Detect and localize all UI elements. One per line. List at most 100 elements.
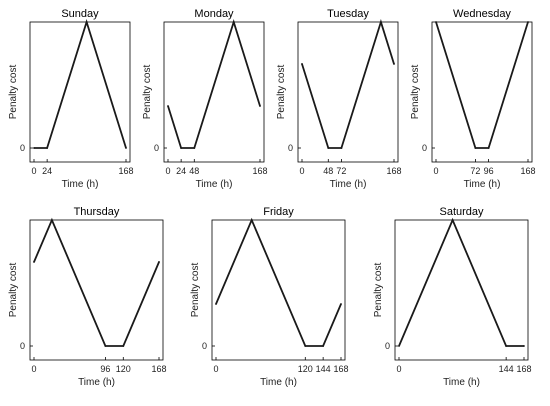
subplot-tuesday: Tuesday 0 48 72 168 0 Time (h) Penalty cost [276,8,402,190]
plot-frame [394,219,529,361]
y-axis-label: Penalty cost [190,263,201,318]
y-axis-label: Penalty cost [8,65,19,120]
data-point [232,21,235,23]
data-point [259,105,261,107]
x-tick-label: 48 [189,166,199,176]
x-tick-label: 144 [499,364,514,374]
data-point [340,303,342,305]
y-axis-label: Penalty cost [410,65,421,120]
y-tick-label: 0 [154,143,159,153]
x-tick-label: 168 [151,364,166,374]
x-tick-label: 168 [386,166,401,176]
data-point [215,303,217,305]
penalty-curve [167,18,261,149]
data-point [398,345,400,347]
chart-title: Friday [263,206,294,218]
data-point [322,345,325,347]
data-point [250,219,253,221]
chart-title: Tuesday [327,8,369,20]
x-tick-label: 0 [299,166,304,176]
plot-frame [211,219,346,361]
data-point [435,21,437,23]
x-tick-label: 168 [520,166,535,176]
y-tick-label: 0 [422,143,427,153]
chart-title: Wednesday [453,8,511,20]
x-tick-label: 0 [31,364,36,374]
subplot-saturday: Saturday 0 144 168 0 Time (h) Penalty cost [373,206,532,388]
data-point [393,63,395,65]
x-axis-label: Time (h) [330,179,367,190]
penalty-curve [33,217,160,347]
x-tick-label: 144 [316,364,331,374]
data-point [158,261,160,263]
plot-frame [431,21,533,163]
x-tick-label: 0 [31,166,36,176]
y-axis-label: Penalty cost [276,65,287,120]
subplot-sunday: Sunday 0 24 168 0 Time (h) Penalty cost [8,8,134,190]
data-point [125,147,127,149]
data-point [327,147,330,149]
x-tick-label: 120 [298,364,313,374]
subplot-wednesday: Wednesday 0 72 96 168 0 Time (h) Penalty cost [410,8,536,190]
y-tick-label: 0 [20,143,25,153]
x-axis-label: Time (h) [196,179,233,190]
x-tick-label: 0 [396,364,401,374]
data-point [122,345,125,347]
x-tick-label: 24 [176,166,186,176]
data-point [85,21,88,23]
data-point [474,147,477,149]
subplot-monday: Monday 0 24 48 168 0 Time (h) Penalty cost [142,8,268,190]
data-point [301,63,303,65]
penalty-curve [301,18,395,149]
data-point [527,21,529,23]
y-tick-label: 0 [288,143,293,153]
x-tick-label: 0 [213,364,218,374]
data-point [451,219,454,221]
data-point [340,147,343,149]
data-point [304,345,307,347]
x-tick-label: 120 [116,364,131,374]
y-axis-label: Penalty cost [373,263,384,318]
x-tick-label: 72 [470,166,480,176]
y-tick-label: 0 [202,341,207,351]
x-axis-label: Time (h) [62,179,99,190]
x-axis-label: Time (h) [260,377,297,388]
data-point [523,345,525,347]
data-point [33,147,35,149]
data-point [46,147,49,149]
chart-title: Monday [194,8,234,20]
x-tick-label: 48 [323,166,333,176]
x-tick-label: 96 [100,364,110,374]
penalty-curve [34,18,127,149]
penalty-curve [398,217,524,347]
y-tick-label: 0 [385,341,390,351]
data-point [180,147,183,149]
y-axis-label: Penalty cost [8,263,19,318]
data-point [505,345,508,347]
data-point [33,261,35,263]
x-axis-label: Time (h) [443,377,480,388]
data-point [104,345,107,347]
x-tick-label: 24 [42,166,52,176]
subplot-thursday: Thursday 0 96 120 168 0 Time (h) Penalty cost [8,206,167,388]
penalty-curve [215,217,342,347]
plot-frame [29,219,164,361]
x-tick-label: 0 [165,166,170,176]
data-point [379,21,382,23]
penalty-curve [435,21,529,149]
plot-frame [29,21,131,163]
data-point [487,147,490,149]
data-point [193,147,196,149]
x-tick-label: 168 [118,166,133,176]
x-tick-label: 168 [516,364,531,374]
x-tick-label: 96 [484,166,494,176]
x-tick-label: 0 [433,166,438,176]
x-tick-label: 168 [252,166,267,176]
chart-title: Sunday [61,8,99,20]
x-tick-label: 72 [336,166,346,176]
chart-title: Thursday [74,206,120,218]
subplot-friday: Friday 0 120 144 168 0 Time (h) Penalty cost [190,206,349,388]
x-axis-label: Time (h) [78,377,115,388]
plot-frame [163,21,265,163]
